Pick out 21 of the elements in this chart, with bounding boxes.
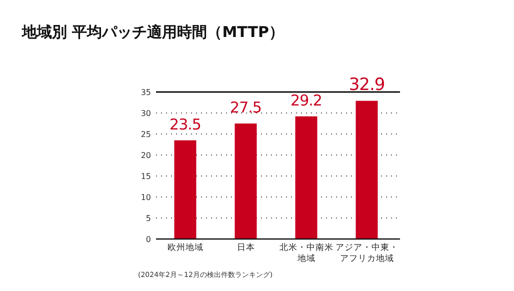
data-label: 29.2 (290, 91, 322, 110)
y-tick-label: 10 (140, 193, 151, 202)
chart-title: 地域別 平均パッチ適用時間（MTTP） (21, 23, 284, 41)
bar (295, 116, 318, 239)
y-tick-label: 20 (140, 151, 151, 160)
data-label: 23.5 (170, 115, 201, 134)
bar (174, 140, 196, 239)
y-tick-label: 25 (140, 130, 151, 139)
bar (356, 100, 378, 239)
y-tick-label: 30 (140, 109, 151, 118)
y-tick-label: 0 (146, 235, 151, 244)
data-label: 32.9 (348, 74, 385, 95)
data-label: 27.5 (230, 98, 262, 116)
x-tick-label: 日本 (236, 242, 255, 253)
x-tick-label: 北米・中南米地域 (279, 242, 334, 264)
y-tick-label: 5 (146, 214, 151, 223)
y-tick-label: 35 (140, 88, 151, 97)
y-tick-label: 15 (140, 172, 151, 181)
bar (234, 124, 257, 239)
x-tick-label: アジア・中東・アフリカ地域 (335, 242, 398, 264)
x-tick-label: 欧州地域 (167, 242, 204, 253)
